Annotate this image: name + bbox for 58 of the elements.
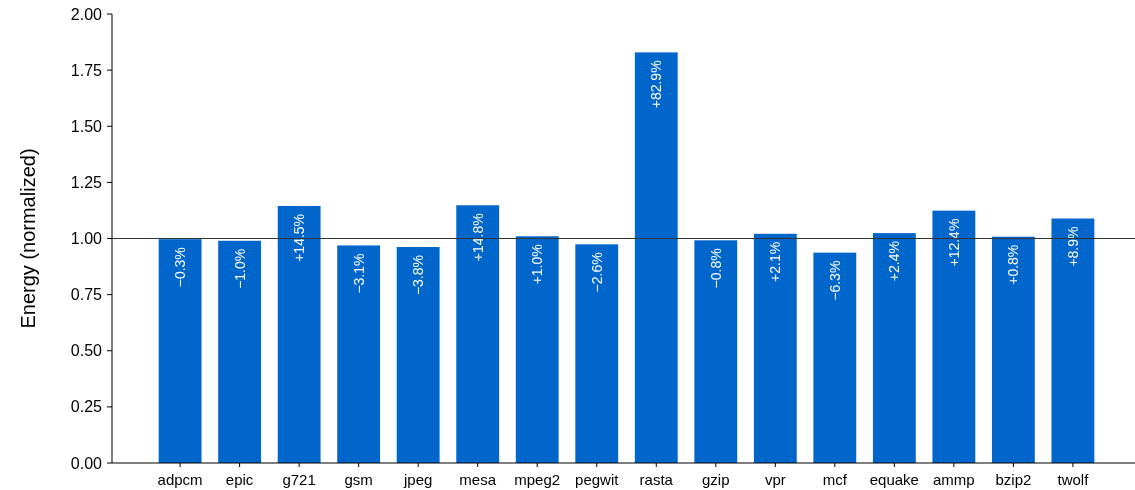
x-tick-label: rasta	[639, 470, 674, 488]
x-tick-label: adpcm	[157, 470, 203, 488]
y-tick-label: 0.75	[70, 286, 103, 304]
annotation: −0.3%	[172, 247, 189, 288]
bar	[1051, 218, 1095, 463]
bar	[872, 233, 916, 463]
y-tick-label: 1.25	[70, 173, 103, 191]
y-tick-label: 0.25	[70, 398, 103, 416]
bar	[277, 205, 321, 463]
annotation: −3.1%	[350, 253, 367, 294]
y-tick-label: 1.50	[70, 117, 103, 135]
x-tick-label: vpr	[764, 470, 786, 488]
bar	[694, 240, 738, 463]
annotation: +1.0%	[529, 244, 546, 285]
x-tick-label: gzip	[702, 470, 730, 488]
x-tick-label: equake	[869, 470, 919, 488]
x-tick-label: g721	[282, 470, 316, 488]
x-tick-label: ammp	[933, 470, 975, 488]
annotation: +2.1%	[767, 241, 784, 282]
annotation: +8.9%	[1064, 226, 1081, 267]
bar	[515, 236, 559, 463]
x-tick-label: mesa	[459, 470, 497, 488]
annotation: −1.0%	[231, 248, 248, 289]
bar	[991, 236, 1035, 463]
x-tick-label: pegwit	[575, 470, 620, 488]
x-tick-label: bzip2	[995, 470, 1032, 488]
annotation: +82.9%	[648, 60, 665, 109]
x-tick-label: mcf	[822, 470, 848, 488]
bar	[218, 240, 262, 463]
annotation: +14.8%	[469, 213, 486, 262]
x-tick-label: epic	[225, 470, 254, 488]
bar	[575, 244, 619, 463]
bar	[932, 210, 976, 463]
x-tick-label: twolf	[1057, 470, 1090, 488]
annotation: −2.6%	[588, 252, 605, 293]
bar	[396, 247, 440, 463]
annotation: −3.8%	[410, 255, 427, 296]
annotation: +14.5%	[291, 213, 308, 262]
bar	[753, 233, 797, 463]
annotation: +2.4%	[886, 241, 903, 282]
annotation: −0.8%	[707, 248, 724, 289]
y-axis-title: Energy (normalized)	[17, 148, 39, 329]
bar	[634, 52, 678, 463]
y-tick-label: 1.75	[70, 61, 103, 79]
bar	[337, 245, 381, 463]
bar	[813, 252, 857, 463]
y-tick-label: 0.00	[70, 454, 103, 472]
y-tick-label: 2.00	[70, 5, 103, 23]
bar	[158, 239, 202, 463]
annotation: +0.8%	[1005, 244, 1022, 285]
annotation: −6.3%	[826, 260, 843, 301]
bar	[456, 205, 500, 463]
annotation: +12.4%	[945, 218, 962, 267]
y-tick-label: 1.00	[70, 230, 103, 247]
y-tick-label: 0.50	[70, 342, 103, 360]
x-tick-label: gsm	[344, 470, 373, 488]
x-tick-label: mpeg2	[514, 470, 561, 488]
x-tick-label: jpeg	[403, 470, 433, 488]
